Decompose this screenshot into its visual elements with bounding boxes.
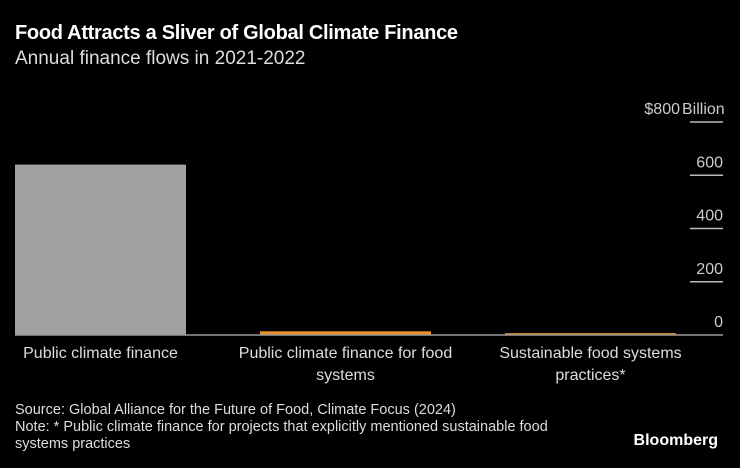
x-tick-label: Public climate finance for food xyxy=(239,345,452,362)
x-tick-label: systems xyxy=(316,367,375,384)
footnotes: Source: Global Alliance for the Future o… xyxy=(15,402,595,453)
bar-chart: 0 200 400 600 $800 Billion Public climate fina… xyxy=(15,101,725,384)
y-tick-label: $800 xyxy=(644,101,680,118)
bar xyxy=(15,164,186,335)
y-tick-label: 0 xyxy=(714,314,723,331)
note-text: Note: * Public climate finance for proje… xyxy=(15,419,548,452)
y-tick-label: 200 xyxy=(696,261,723,278)
bar xyxy=(505,333,676,335)
chart-subtitle: Annual finance flows in 2021-2022 xyxy=(15,48,306,69)
x-tick-label: practices* xyxy=(555,367,625,384)
bloomberg-logo: Bloomberg xyxy=(633,432,718,449)
chart-title: Food Attracts a Sliver of Global Climate… xyxy=(15,22,458,44)
bar xyxy=(260,331,431,335)
y-tick-label: 400 xyxy=(696,208,723,225)
x-tick-label: Sustainable food systems xyxy=(499,345,681,362)
source-text: Source: Global Alliance for the Future o… xyxy=(15,402,456,418)
y-unit-label: Billion xyxy=(682,101,725,118)
y-tick-label: 600 xyxy=(696,154,723,171)
x-tick-label: Public climate finance xyxy=(23,345,178,362)
